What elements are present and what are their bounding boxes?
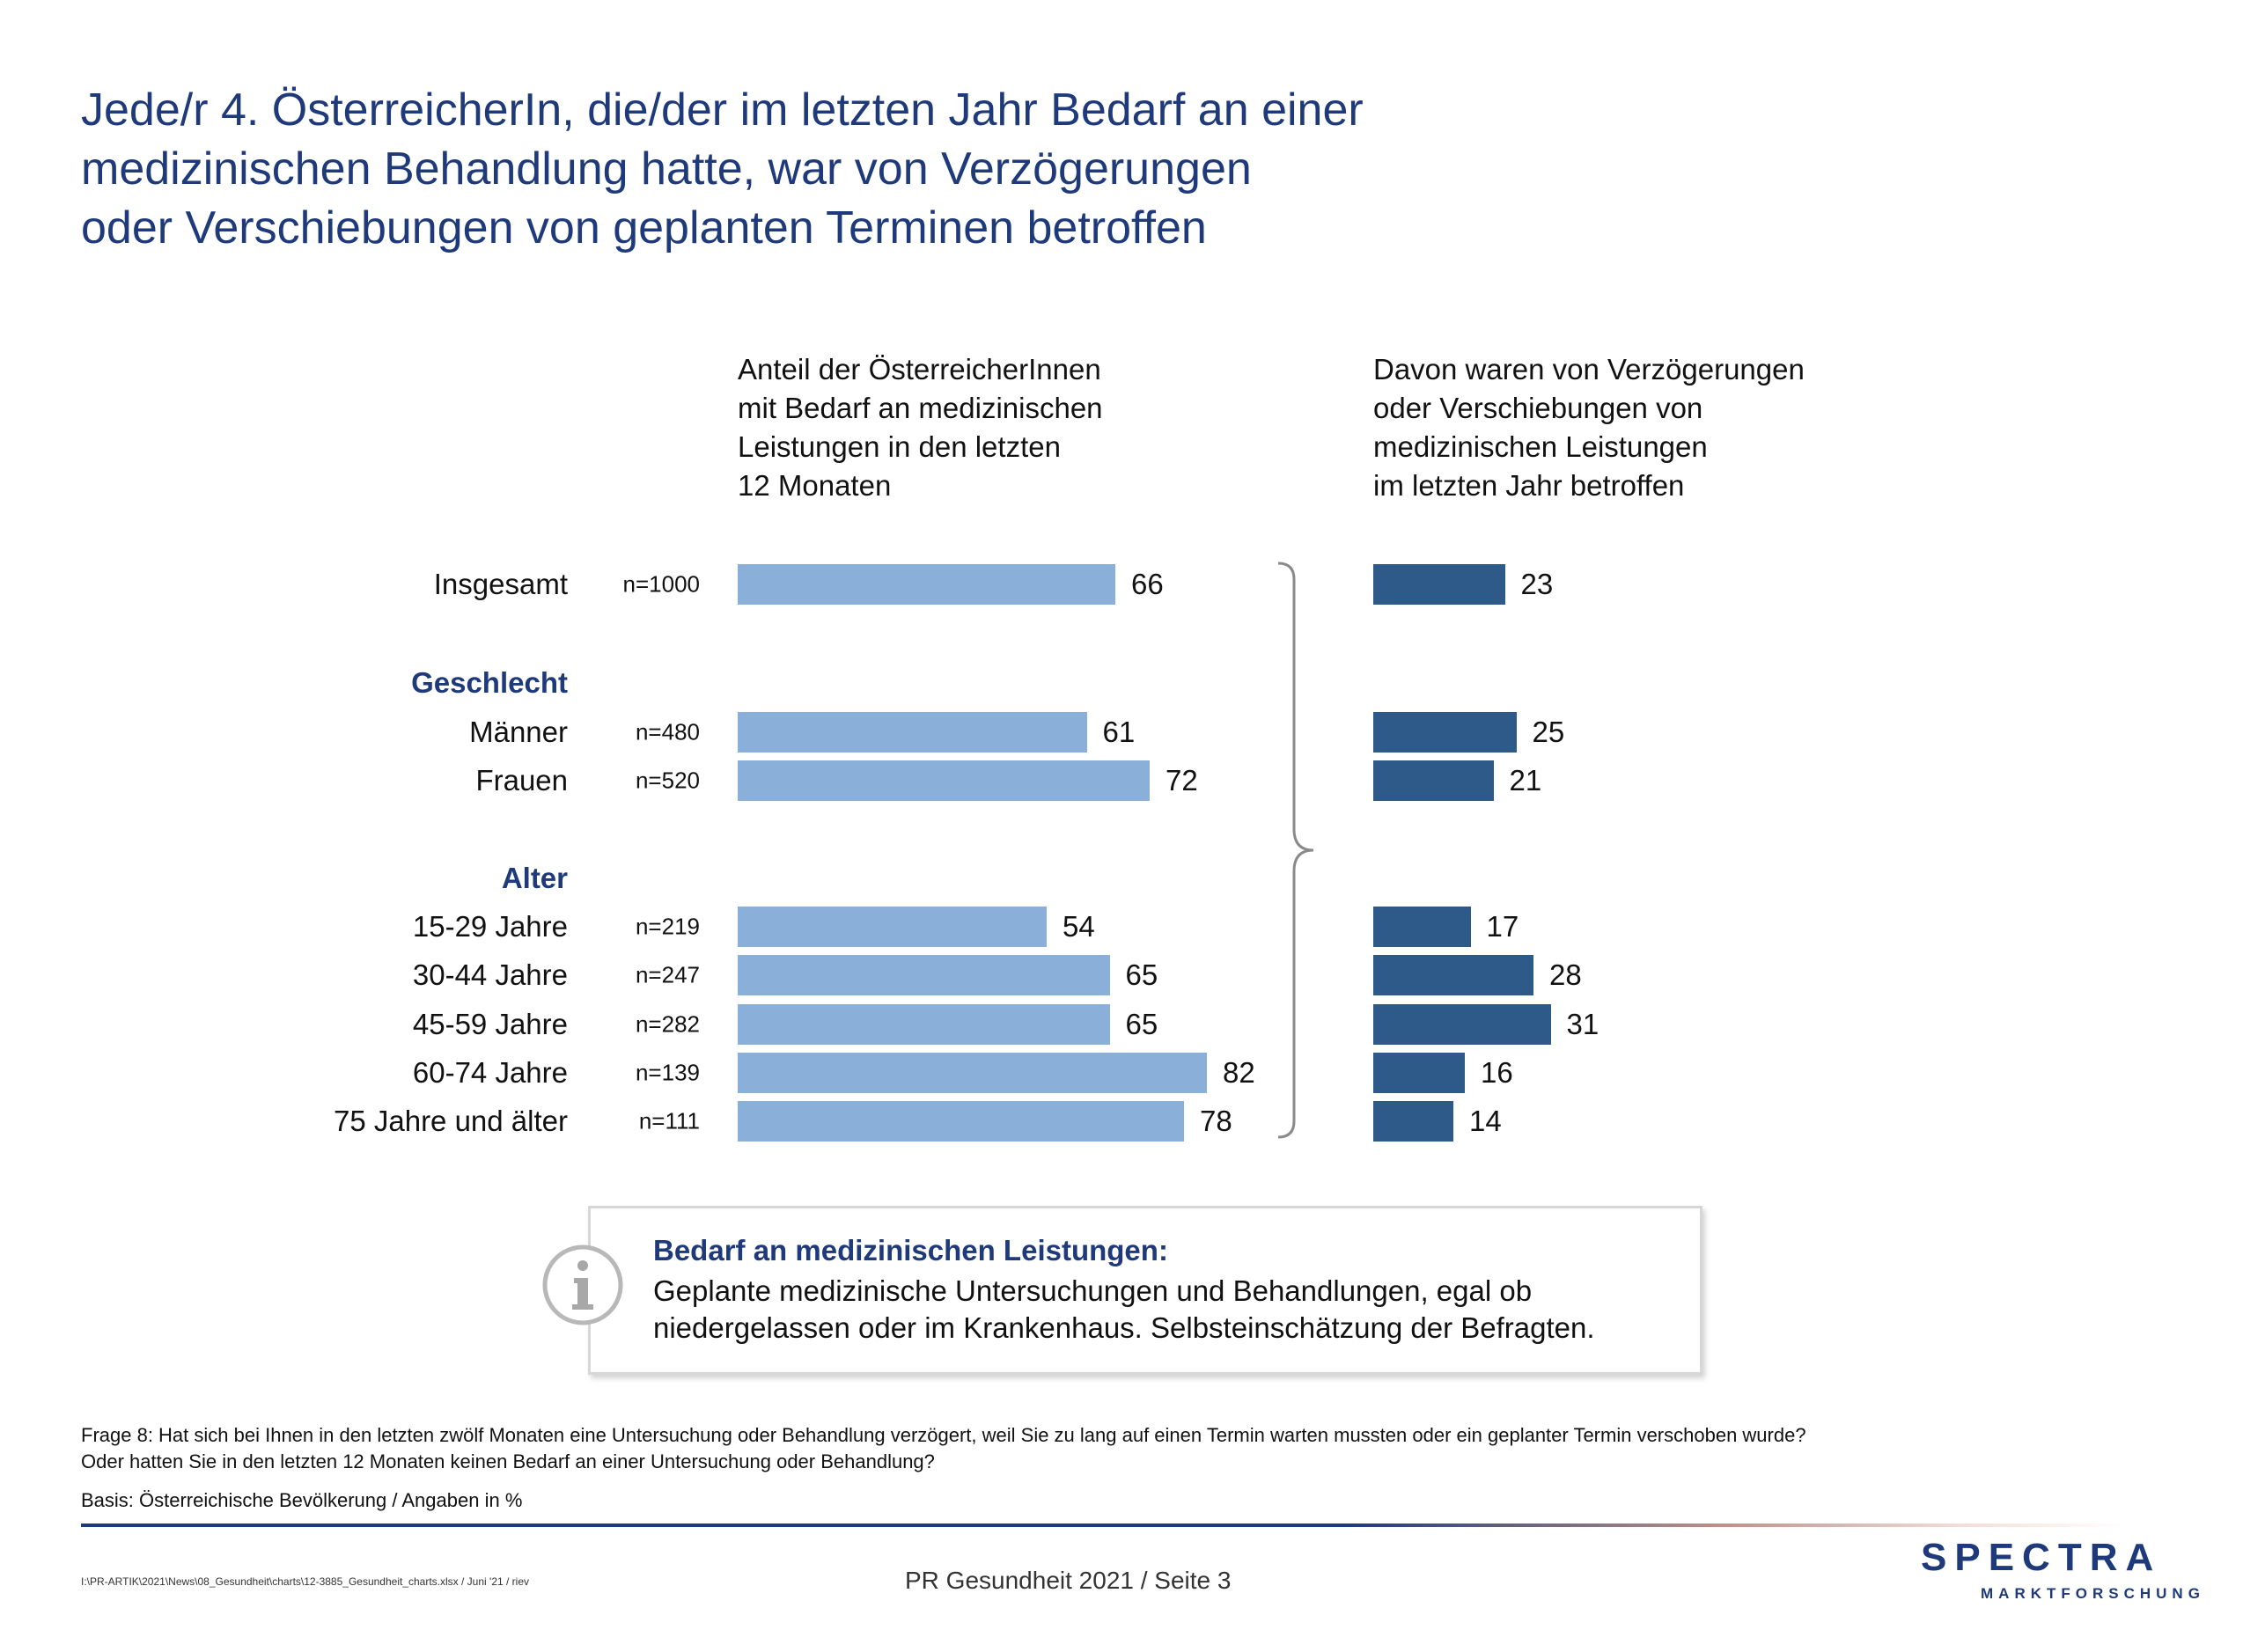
footer-divider — [81, 1524, 2123, 1527]
row-label: 75 Jahre und älter — [333, 1105, 568, 1137]
footnote-line: Oder hatten Sie in den letzten 12 Monate… — [81, 1450, 935, 1472]
delayed-value-label: 21 — [1509, 764, 1542, 797]
question-footnote: Frage 8: Hat sich bei Ihnen in den letzt… — [81, 1422, 1806, 1475]
column-header-need-line: mit Bedarf an medizinischen — [738, 392, 1103, 424]
column-header-need-line: 12 Monaten — [738, 469, 892, 502]
sample-size-label: n=520 — [635, 767, 700, 794]
row-label: 15-29 Jahre — [412, 910, 568, 943]
row-label: Männer — [469, 716, 568, 748]
info-box-title: Bedarf an medizinischen Leistungen: — [653, 1234, 1168, 1267]
sample-size-label: n=247 — [635, 961, 700, 988]
sample-size-label: n=111 — [638, 1107, 700, 1134]
column-header-delayed-line: Davon waren von Verzögerungen — [1373, 353, 1805, 385]
info-icon — [542, 1245, 623, 1325]
sample-size-label: n=282 — [635, 1010, 700, 1038]
delayed-bar — [1373, 760, 1494, 801]
sample-size-label: n=219 — [635, 913, 700, 940]
need-bar — [738, 760, 1150, 801]
group-label: Alter — [501, 862, 568, 894]
delayed-value-label: 23 — [1520, 568, 1554, 600]
info-box-text: Geplante medizinische Untersuchungen und… — [653, 1273, 1595, 1347]
page-info: PR Gesundheit 2021 / Seite 3 — [905, 1567, 1232, 1594]
logo-sub-text: MARKTFORSCHUNG — [1981, 1585, 2205, 1602]
column-header-delayed-line: im letzten Jahr betroffen — [1373, 469, 1685, 502]
column-header-delayed-line: medizinischen Leistungen — [1373, 430, 1708, 463]
delayed-bar — [1373, 955, 1533, 995]
delayed-bar — [1373, 1053, 1465, 1093]
need-bar — [738, 955, 1110, 995]
row-label: Insgesamt — [433, 568, 568, 600]
group-label: Geschlecht — [411, 666, 568, 699]
logo-main-text: SPECTRA — [1921, 1536, 2162, 1579]
basis-note: Basis: Österreichische Bevölkerung / Ang… — [81, 1489, 523, 1511]
title-line-1: Jede/r 4. ÖsterreicherIn, die/der im let… — [81, 84, 1364, 136]
delayed-value-label: 25 — [1532, 716, 1565, 748]
row-label: 30-44 Jahre — [412, 958, 568, 991]
delayed-value-label: 16 — [1481, 1056, 1513, 1089]
column-header-need-line: Leistungen in den letzten — [738, 430, 1061, 463]
need-value-label: 72 — [1166, 764, 1198, 797]
need-bar — [738, 1053, 1207, 1093]
row-label: 45-59 Jahre — [412, 1008, 568, 1040]
need-value-label: 66 — [1131, 568, 1164, 600]
delayed-bar — [1373, 564, 1505, 605]
delayed-bar — [1373, 1101, 1453, 1142]
page-title: Jede/r 4. ÖsterreicherIn, die/der im let… — [81, 81, 1666, 258]
need-value-label: 65 — [1125, 1008, 1158, 1040]
info-box-text-line: niedergelassen oder im Krankenhaus. Selb… — [653, 1311, 1595, 1344]
need-bar — [738, 1004, 1110, 1045]
sample-size-label: n=480 — [635, 718, 700, 745]
delayed-bar — [1373, 712, 1517, 753]
column-header-delayed: Davon waren von Verzögerungen oder Versc… — [1373, 350, 1805, 505]
need-bar — [738, 564, 1115, 605]
title-line-2: medizinischen Behandlung hatte, war von … — [81, 143, 1252, 195]
delayed-value-label: 31 — [1566, 1008, 1599, 1040]
spectra-logo: SPECTRA MARKTFORSCHUNG — [1912, 1536, 2211, 1606]
info-box — [588, 1206, 1702, 1375]
sample-size-label: n=139 — [635, 1059, 700, 1086]
need-value-label: 65 — [1125, 958, 1158, 991]
delayed-bar — [1373, 907, 1471, 947]
delayed-value-label: 17 — [1486, 910, 1519, 943]
need-bar — [738, 1101, 1184, 1142]
file-path: I:\PR-ARTIK\2021\News\08_Gesundheit\char… — [81, 1575, 530, 1588]
need-value-label: 78 — [1200, 1105, 1232, 1137]
delayed-value-label: 28 — [1549, 958, 1582, 991]
column-header-need-line: Anteil der ÖsterreicherInnen — [738, 353, 1101, 385]
curly-brace — [1277, 562, 1314, 1139]
row-label: 60-74 Jahre — [412, 1056, 568, 1089]
delayed-value-label: 14 — [1469, 1105, 1502, 1137]
need-value-label: 61 — [1102, 716, 1136, 748]
column-header-need: Anteil der ÖsterreicherInnen mit Bedarf … — [738, 350, 1103, 505]
info-box-text-line: Geplante medizinische Untersuchungen und… — [653, 1274, 1533, 1307]
sample-size-label: n=1000 — [622, 570, 700, 598]
need-value-label: 54 — [1063, 910, 1095, 943]
need-bar — [738, 907, 1047, 947]
delayed-bar — [1373, 1004, 1551, 1045]
column-header-delayed-line: oder Verschiebungen von — [1373, 392, 1703, 424]
need-value-label: 82 — [1223, 1056, 1255, 1089]
bar-chart: Insgesamt n=1000 66 23 Geschlecht Männer n=480… — [333, 564, 1599, 1142]
row-label: Frauen — [475, 764, 568, 797]
need-bar — [738, 712, 1087, 753]
title-line-3: oder Verschiebungen von geplanten Termin… — [81, 202, 1207, 253]
footnote-line: Frage 8: Hat sich bei Ihnen in den letzt… — [81, 1424, 1806, 1446]
